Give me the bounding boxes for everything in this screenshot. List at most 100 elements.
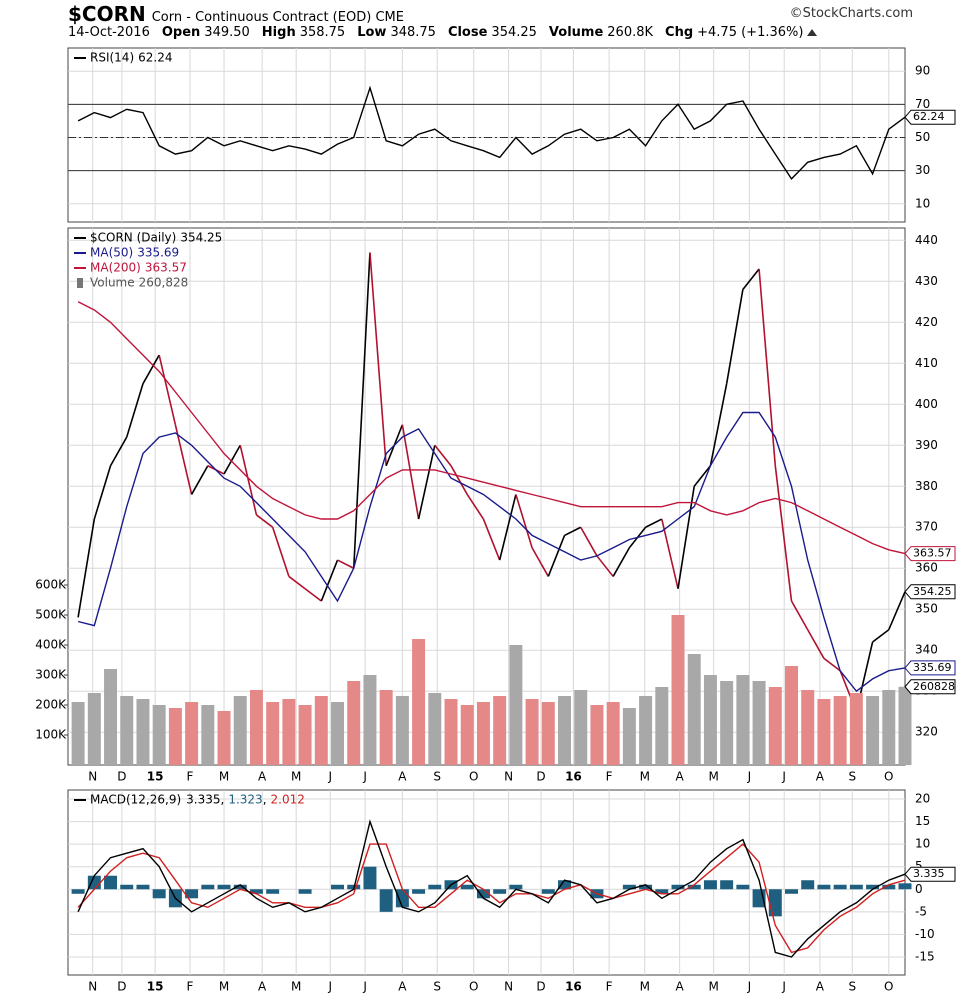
field-label: Close: [447, 25, 488, 40]
quote-field: Close 354.25: [448, 25, 537, 40]
y-tick-label: 390: [915, 438, 938, 452]
bar: [687, 884, 701, 890]
bar: [606, 702, 620, 765]
x-tick-label: A: [398, 980, 407, 994]
bar: [671, 615, 685, 765]
x-tick-label: J: [362, 770, 367, 784]
bar: [703, 880, 717, 890]
bar: [314, 696, 328, 765]
bar: [104, 875, 118, 890]
price-segment: [142, 354, 160, 385]
field-value: 260.8K: [607, 25, 654, 40]
bar: [590, 705, 604, 765]
price-segment: [337, 559, 355, 569]
bar: [655, 889, 669, 894]
bar: [249, 690, 263, 765]
y-tick-label: 420: [915, 315, 938, 329]
y-tick-label: 370: [915, 520, 938, 534]
field-label: Open: [161, 25, 201, 40]
x-tick-label: D: [117, 770, 126, 784]
price-segment: [515, 494, 533, 548]
bar: [168, 708, 182, 765]
legend-value: 2.012: [271, 793, 305, 807]
price-segment: [288, 575, 306, 590]
bar: [736, 675, 750, 765]
y-tick-label: 380: [915, 479, 938, 493]
y-tick-label: 15: [915, 814, 930, 828]
bar: [412, 889, 426, 894]
bar: [233, 696, 247, 765]
y2-tick-label: 500K: [35, 608, 67, 622]
y-tick-label: 440: [915, 233, 938, 247]
bar: [882, 690, 896, 765]
bar: [639, 696, 653, 765]
bar: [428, 693, 442, 765]
line: [77, 411, 906, 693]
bar: [493, 889, 507, 894]
bar: [71, 889, 85, 894]
x-tick-label: 16: [565, 980, 582, 994]
legend-value: 354.25: [180, 231, 222, 245]
legend-separator: ,: [221, 793, 225, 807]
panel: [67, 47, 906, 223]
field-value: 349.50: [204, 25, 250, 40]
bar: [558, 696, 571, 765]
line: [77, 819, 906, 958]
date: 14-Oct-2016: [68, 25, 150, 40]
y-tick-label: 90: [915, 64, 930, 78]
price-segment: [547, 535, 566, 577]
bar: [104, 669, 118, 765]
x-tick-label: S: [433, 980, 441, 994]
price-segment: [774, 465, 793, 602]
legend-value: 335.69: [137, 246, 179, 260]
bar: [428, 884, 442, 890]
quote-field: High 358.75: [262, 25, 345, 40]
price-segment: [304, 588, 322, 602]
value-tag: [904, 584, 956, 600]
price-segment: [872, 629, 890, 643]
bar: [801, 880, 815, 890]
bar: [217, 711, 231, 765]
bar: [217, 884, 231, 890]
y-tick-label: -10: [915, 927, 935, 941]
bar: [298, 705, 312, 765]
bar: [185, 889, 199, 899]
legend-label: MACD(12,26,9): [90, 793, 181, 807]
price-segment: [320, 559, 339, 602]
line: [77, 85, 906, 181]
price-segment: [661, 518, 679, 589]
bar: [817, 884, 831, 890]
field-value: +4.75 (+1.36%): [697, 25, 804, 40]
x-tick-label: O: [469, 770, 478, 784]
bar: [655, 687, 669, 765]
price-segment: [482, 518, 501, 561]
x-tick-label: M: [708, 770, 718, 784]
bar: [412, 639, 426, 765]
bar: [574, 690, 588, 765]
value-tag-label: 62.24: [913, 110, 945, 123]
bar: [752, 681, 766, 765]
y-tick-label: 360: [915, 561, 938, 575]
x-tick-label: S: [848, 980, 856, 994]
bar: [671, 884, 685, 890]
panel: [67, 789, 906, 976]
price-segment: [580, 526, 598, 557]
price-segment: [125, 383, 144, 438]
price-segment: [417, 445, 436, 520]
bar: [882, 884, 896, 890]
quote-field: Chg +4.75 (+1.36%): [665, 25, 803, 40]
bar: [509, 884, 523, 890]
x-tick-label: M: [291, 770, 301, 784]
bar: [347, 681, 361, 765]
line: [77, 843, 906, 954]
up-arrow: [807, 29, 818, 36]
value-tag-label: 335.69: [913, 661, 952, 674]
value-tag: [904, 109, 956, 125]
bar: [736, 884, 750, 890]
legend-value: 363.57: [145, 261, 187, 275]
bar: [622, 708, 636, 765]
bar: [136, 699, 150, 765]
y-tick-label: 10: [915, 196, 930, 210]
bar: [687, 654, 701, 765]
bar: [866, 696, 880, 765]
